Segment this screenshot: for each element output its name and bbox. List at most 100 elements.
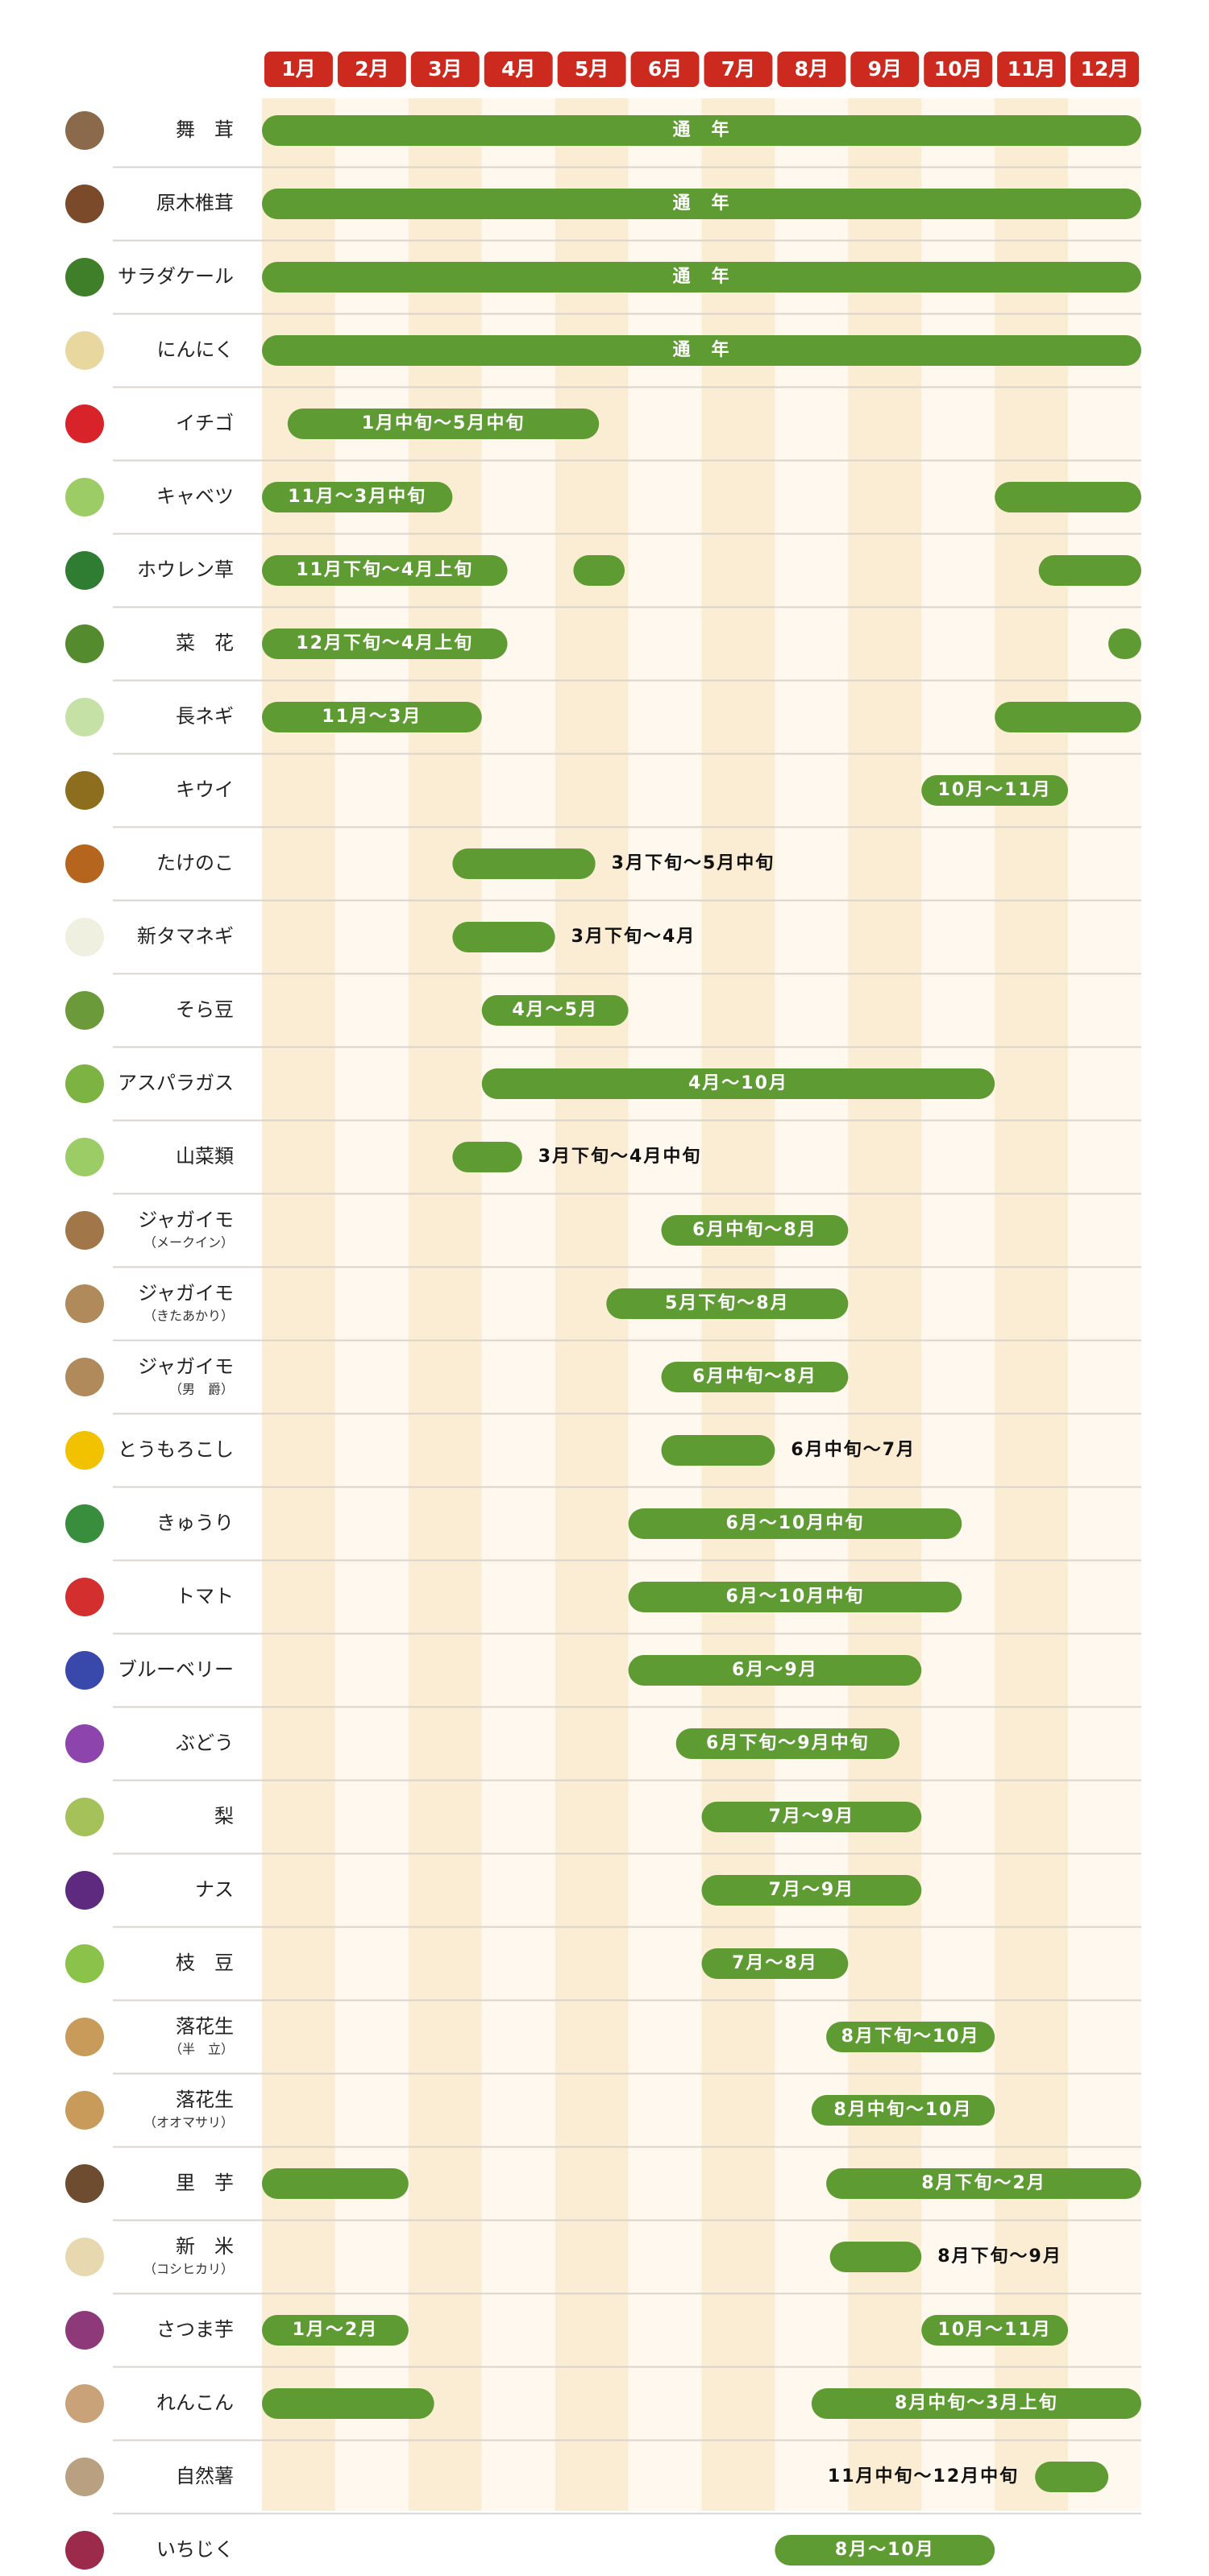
season-bar — [262, 335, 1141, 366]
bar-label: 8月～10月 — [835, 2540, 935, 2560]
produce-icon — [65, 1064, 104, 1103]
produce-icon — [65, 1504, 104, 1543]
produce-name: 菜 花 — [176, 632, 234, 654]
produce-note: （オオマサリ） — [143, 2115, 234, 2130]
season-bar — [701, 1948, 849, 1979]
produce-icon — [65, 991, 104, 1030]
produce-name: 落花生 — [176, 2089, 234, 2111]
season-bar — [628, 1655, 922, 1686]
season-bar — [811, 2388, 1141, 2419]
month-header: 6月 — [648, 57, 682, 81]
month-header-bg — [337, 52, 406, 87]
produce-note: （男 爵） — [169, 1382, 234, 1397]
produce-name: そら豆 — [176, 998, 234, 1021]
season-bar — [995, 702, 1141, 732]
bar-label: 1月～2月 — [293, 2320, 379, 2340]
month-header: 7月 — [721, 57, 755, 81]
season-bar — [1035, 2462, 1109, 2492]
bar-label: 6月中旬～8月 — [692, 1366, 817, 1387]
produce-name: いちじく — [156, 2538, 234, 2561]
produce-icon — [65, 478, 104, 516]
season-bar — [628, 1508, 962, 1539]
month-header-bg — [1070, 52, 1139, 87]
season-bar — [262, 2388, 434, 2419]
season-bar — [606, 1288, 849, 1319]
month-header: 4月 — [501, 57, 535, 81]
season-bar — [921, 775, 1069, 806]
month-header-bg — [704, 52, 773, 87]
produce-name: サラダケール — [118, 265, 234, 288]
season-bar — [675, 1728, 899, 1759]
month-header: 11月 — [1008, 57, 1056, 81]
bar-label: 10月～11月 — [938, 2320, 1052, 2340]
produce-icon — [65, 551, 104, 590]
produce-icon — [65, 1798, 104, 1836]
produce-icon — [65, 1431, 104, 1470]
produce-name: キウイ — [176, 778, 234, 801]
produce-name: きゅうり — [156, 1512, 234, 1534]
month-header-bg — [630, 52, 700, 87]
season-bar — [262, 189, 1141, 219]
produce-icon — [65, 111, 104, 150]
season-bar — [921, 2315, 1069, 2346]
bar-label: 5月下旬～8月 — [665, 1292, 790, 1313]
produce-name: 長ネギ — [176, 705, 234, 728]
season-bar — [811, 2095, 995, 2126]
season-bar — [262, 2315, 409, 2346]
produce-name: ジャガイモ — [138, 1209, 234, 1231]
produce-name: ジャガイモ — [138, 1355, 234, 1378]
produce-icon — [65, 404, 104, 443]
bar-label: 7月～9月 — [769, 1807, 855, 1827]
produce-icon — [65, 258, 104, 297]
produce-name: ナス — [195, 1878, 234, 1901]
bar-label: 7月～8月 — [732, 1953, 818, 1973]
season-bar — [262, 628, 508, 659]
month-header-bg — [777, 52, 846, 87]
month-header: 2月 — [355, 57, 388, 81]
produce-name: トマト — [176, 1585, 234, 1607]
produce-icon — [65, 1138, 104, 1176]
produce-icon — [65, 1871, 104, 1910]
bar-label: 8月下旬～9月 — [937, 2246, 1062, 2267]
month-header: 1月 — [281, 57, 315, 81]
bar-label: 6月～10月中旬 — [725, 1512, 864, 1533]
produce-icon — [65, 2018, 104, 2056]
produce-icon — [65, 2238, 104, 2276]
produce-name: ブルーベリー — [118, 1658, 234, 1681]
month-header-bg — [264, 52, 333, 87]
produce-name: 新タマネギ — [137, 925, 234, 948]
season-bar — [829, 2242, 922, 2272]
produce-icon — [65, 2311, 104, 2350]
bar-label: 通 年 — [672, 339, 730, 360]
produce-name: さつま芋 — [156, 2318, 234, 2341]
season-bar — [287, 409, 600, 439]
month-header-bg — [410, 52, 480, 87]
month-stripe — [481, 98, 555, 2511]
bar-label: 通 年 — [672, 193, 730, 214]
bar-label: 4月～5月 — [512, 1000, 598, 1020]
season-bar — [262, 555, 508, 586]
produce-icon — [65, 698, 104, 736]
season-bar — [481, 1068, 995, 1099]
produce-name: 梨 — [214, 1805, 234, 1827]
season-bar — [1108, 628, 1141, 659]
bar-label: 8月下旬～10月 — [841, 2026, 980, 2047]
month-header: 8月 — [795, 57, 829, 81]
produce-name: 落花生 — [176, 2015, 234, 2038]
season-bar — [701, 1802, 922, 1832]
produce-name: キャベツ — [156, 485, 234, 508]
bar-label: 11月下旬～4月上旬 — [296, 559, 473, 580]
season-bar — [826, 2168, 1141, 2199]
bar-label: 12月下旬～4月上旬 — [296, 633, 473, 653]
produce-icon — [65, 2384, 104, 2423]
season-bar — [262, 702, 482, 732]
season-bar — [573, 555, 625, 586]
produce-name: 山菜類 — [176, 1145, 234, 1168]
month-header: 9月 — [868, 57, 902, 81]
season-bar — [661, 1215, 849, 1246]
month-header: 10月 — [934, 57, 983, 81]
produce-icon — [65, 1724, 104, 1763]
bar-label: 7月～9月 — [769, 1880, 855, 1900]
season-bar — [262, 115, 1141, 146]
season-bar — [661, 1435, 775, 1466]
